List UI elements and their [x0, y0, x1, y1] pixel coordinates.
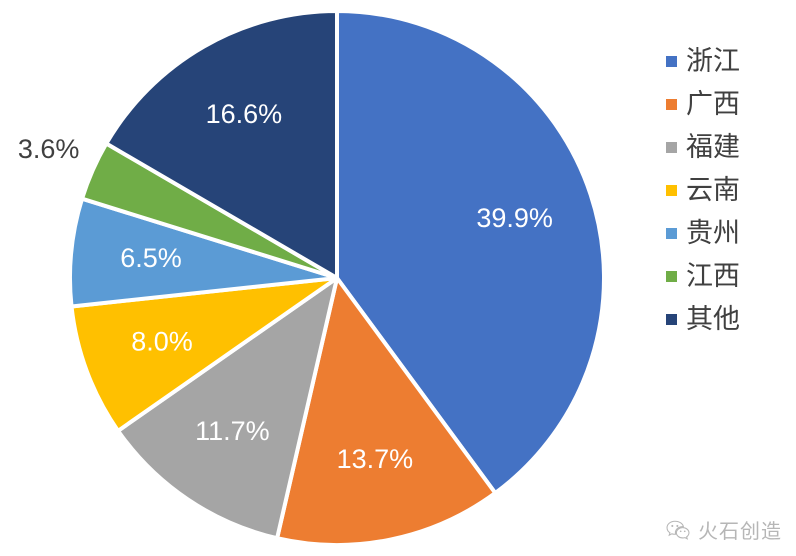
pie-slice-label: 8.0% — [131, 327, 193, 357]
watermark: 火石创造 — [665, 515, 782, 544]
pie-slice[interactable] — [104, 9, 339, 280]
wechat-icon — [666, 520, 690, 540]
legend-item[interactable]: 广西 — [666, 89, 784, 119]
legend-item-label: 福建 — [686, 132, 740, 162]
legend-item[interactable]: 福建 — [666, 132, 784, 162]
pie-slice-label: 16.6% — [206, 99, 283, 129]
pie-slice-label: 13.7% — [337, 444, 414, 474]
pie-slice-label: 6.5% — [120, 243, 182, 273]
legend-item[interactable]: 云南 — [666, 175, 784, 205]
legend-item[interactable]: 其他 — [666, 304, 784, 334]
pie-slice-label: 11.7% — [195, 416, 270, 446]
legend-swatch-icon — [666, 141, 677, 153]
legend-swatch-icon — [666, 98, 677, 110]
legend-item-label: 贵州 — [686, 218, 740, 248]
pie-slice-label: 39.9% — [476, 203, 553, 233]
legend-item-label: 云南 — [686, 175, 740, 205]
legend-swatch-icon — [666, 227, 677, 239]
pie-slice[interactable] — [69, 276, 339, 433]
chart-legend: 浙江广西福建云南贵州江西其他 — [666, 46, 784, 334]
legend-item-label: 其他 — [686, 304, 740, 334]
pie-slice-group — [68, 9, 606, 547]
watermark-text: 火石创造 — [698, 519, 782, 543]
pie-slice-label-group: 39.9% 13.7% 11.7% 8.0% 6.5% 3.6% 16.6% — [18, 99, 553, 474]
legend-item[interactable]: 贵州 — [666, 218, 784, 248]
legend-item[interactable]: 江西 — [666, 261, 784, 291]
pie-slice-label: 3.6% — [18, 134, 80, 164]
legend-swatch-icon — [666, 270, 677, 282]
legend-swatch-icon — [666, 184, 677, 196]
legend-item-label: 广西 — [686, 89, 740, 119]
legend-item-label: 浙江 — [686, 46, 740, 76]
legend-item[interactable]: 浙江 — [666, 46, 784, 76]
pie-slice[interactable] — [275, 276, 498, 547]
pie-slice[interactable] — [335, 9, 606, 496]
legend-item-label: 江西 — [686, 261, 740, 291]
pie-slice[interactable] — [68, 196, 339, 309]
pie-slice[interactable] — [116, 276, 339, 541]
legend-swatch-icon — [666, 55, 677, 67]
legend-swatch-icon — [666, 313, 677, 325]
